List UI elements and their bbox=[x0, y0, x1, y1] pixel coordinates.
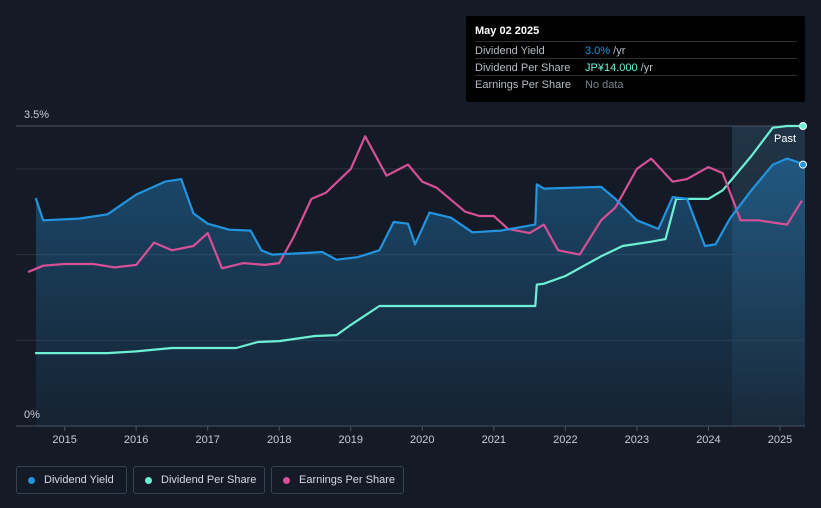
x-tick-label: 2016 bbox=[124, 434, 148, 446]
tooltip-date: May 02 2025 bbox=[475, 25, 540, 37]
tooltip-value-unit: /yr bbox=[610, 45, 626, 57]
tooltip-label: Dividend Per Share bbox=[475, 62, 571, 74]
tooltip-value-unit: /yr bbox=[637, 62, 653, 74]
series-line-dps bbox=[34, 124, 807, 355]
legend-dividend-per-share[interactable]: Dividend Per Share bbox=[133, 466, 265, 494]
series-end-marker-yield bbox=[799, 160, 807, 169]
tooltip-row-earnings-per-share: Earnings Per Share No data bbox=[475, 75, 797, 93]
legend-dot-icon bbox=[28, 477, 35, 484]
tooltip-value: No data bbox=[585, 79, 624, 91]
x-tick-label: 2019 bbox=[339, 434, 363, 446]
tooltip: May 02 2025 Dividend Yield 3.0% /yr Divi… bbox=[466, 16, 805, 102]
x-tick-label: 2017 bbox=[195, 434, 219, 446]
x-tick-label: 2018 bbox=[267, 434, 291, 446]
x-tick-label: 2024 bbox=[696, 434, 720, 446]
tooltip-value-number: 3.0% bbox=[585, 45, 611, 57]
tooltip-value: 3.0% /yr bbox=[585, 45, 625, 57]
series-line-yield bbox=[34, 157, 807, 261]
tooltip-value-number: No data bbox=[585, 79, 624, 91]
legend-dot-icon bbox=[145, 477, 152, 484]
legend-label: Dividend Per Share bbox=[161, 474, 257, 486]
x-tick-label: 2023 bbox=[625, 434, 649, 446]
tooltip-row-dividend-per-share: Dividend Per Share JP¥14.000 /yr bbox=[475, 58, 797, 76]
x-tick-label: 2022 bbox=[553, 434, 577, 446]
y-tick-label-top: 3.5% bbox=[24, 109, 49, 121]
tooltip-value-number: JP¥14.000 bbox=[585, 62, 638, 74]
series-end-marker-dps bbox=[799, 122, 807, 130]
tooltip-label: Dividend Yield bbox=[475, 45, 545, 57]
legend-label: Earnings Per Share bbox=[299, 474, 395, 486]
dividend-yield-area bbox=[36, 158, 805, 426]
legend-dividend-yield[interactable]: Dividend Yield bbox=[16, 466, 127, 494]
y-tick-label-bottom: 0% bbox=[24, 409, 40, 421]
series-line-eps bbox=[27, 135, 803, 273]
past-label: Past bbox=[774, 133, 796, 145]
x-tick-label: 2020 bbox=[410, 434, 434, 446]
tooltip-value: JP¥14.000 /yr bbox=[585, 62, 653, 74]
legend-earnings-per-share[interactable]: Earnings Per Share bbox=[271, 466, 404, 494]
x-tick-label: 2021 bbox=[482, 434, 506, 446]
x-tick-label: 2025 bbox=[768, 434, 792, 446]
legend-dot-icon bbox=[283, 477, 290, 484]
tooltip-label: Earnings Per Share bbox=[475, 79, 571, 91]
tooltip-row-dividend-yield: Dividend Yield 3.0% /yr bbox=[475, 41, 797, 59]
legend-label: Dividend Yield bbox=[44, 474, 114, 486]
x-tick-label: 2015 bbox=[52, 434, 76, 446]
